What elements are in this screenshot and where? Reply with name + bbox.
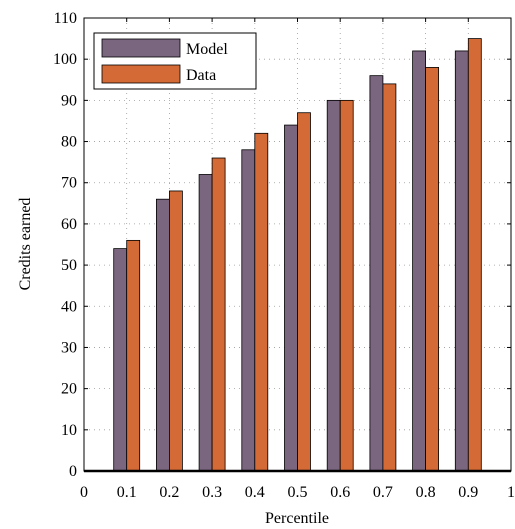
- y-tick-labels: 0 10 20 30 40 50 60 70 80 90 100 110: [53, 10, 77, 480]
- x-tick-labels: 0 0.1 0.2 0.3 0.4 0.5 0.6 0.7 0.8 0.9 1: [80, 484, 515, 501]
- y-tick-label: 90: [61, 92, 77, 109]
- bar-data-0.7: [382, 83, 397, 472]
- bar-data-0.8: [425, 67, 440, 472]
- x-tick-label: 0.2: [159, 484, 179, 501]
- legend-label-data: Data: [186, 67, 216, 84]
- x-tick-label: 0: [80, 484, 88, 501]
- legend-swatch-model: [101, 38, 181, 58]
- y-tick-label: 0: [69, 463, 77, 480]
- bar-model-0.7: [369, 75, 384, 472]
- x-tick-label: 0.4: [245, 484, 265, 501]
- x-tick-label: 0.8: [416, 484, 436, 501]
- bar-data-0.5: [297, 112, 311, 472]
- bar-data-0.2: [168, 190, 183, 472]
- x-tick-label: 0.3: [202, 484, 222, 501]
- legend-swatch-data: [101, 64, 181, 84]
- x-tick-label: 0.6: [330, 484, 350, 501]
- bar-data-0.4: [254, 132, 269, 472]
- bar-model-0.2: [155, 198, 170, 472]
- y-tick-label: 50: [61, 257, 77, 274]
- bar-model-0.8: [412, 50, 427, 472]
- x-tick-label: 0.5: [288, 484, 308, 501]
- bar-data-0.9: [467, 38, 482, 472]
- y-tick-label: 10: [61, 422, 77, 439]
- bar-model-0.1: [113, 248, 128, 472]
- bar-model-0.5: [284, 124, 298, 472]
- y-tick-label: 80: [61, 134, 77, 151]
- bar-model-0.9: [454, 50, 469, 472]
- x-tick-label: 0.1: [117, 484, 137, 501]
- x-tick-label: 0.9: [458, 484, 478, 501]
- legend-label-model: Model: [186, 41, 228, 58]
- y-tick-label: 20: [61, 381, 77, 398]
- x-tick-label: 1: [507, 484, 515, 501]
- y-tick-label: 70: [61, 175, 77, 192]
- x-axis-label: Percentile: [265, 510, 329, 527]
- bar-data-0.1: [126, 239, 141, 472]
- bar-data-0.6: [339, 99, 354, 472]
- bar-model-0.4: [241, 149, 256, 472]
- y-tick-label: 100: [53, 51, 77, 68]
- bar-model-0.6: [326, 99, 341, 472]
- legend: Model Data: [93, 32, 257, 90]
- bar-data-0.3: [211, 157, 226, 472]
- y-axis-label: Credits earned: [17, 198, 34, 291]
- y-tick-label: 110: [54, 10, 77, 27]
- x-tick-label: 0.7: [373, 484, 393, 501]
- y-tick-label: 30: [61, 339, 77, 356]
- y-tick-label: 40: [61, 298, 77, 315]
- bar-model-0.3: [198, 174, 213, 472]
- bars: [113, 38, 482, 472]
- y-tick-label: 60: [61, 216, 77, 233]
